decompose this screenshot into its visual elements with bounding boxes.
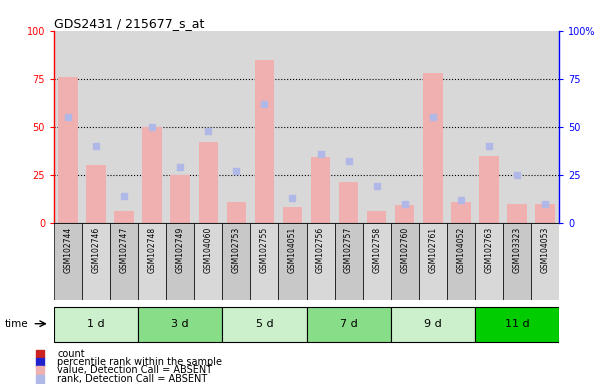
Text: GSM102757: GSM102757 [344, 227, 353, 273]
Bar [54, 307, 138, 342]
Bar [82, 223, 110, 300]
Bar [282, 207, 302, 223]
Text: 1 d: 1 d [87, 319, 105, 329]
Bar [194, 223, 222, 300]
Text: count: count [58, 349, 85, 359]
Bar [307, 223, 335, 300]
Bar [391, 223, 419, 300]
Bar [423, 73, 442, 223]
Text: 7 d: 7 d [340, 319, 358, 329]
Bar [391, 307, 475, 342]
Bar [335, 223, 362, 300]
Text: GSM102746: GSM102746 [92, 227, 100, 273]
Bar [451, 202, 471, 223]
Bar [507, 204, 526, 223]
Bar [171, 175, 190, 223]
Bar [110, 223, 138, 300]
Bar [227, 202, 246, 223]
Bar [362, 223, 391, 300]
Bar [142, 127, 162, 223]
Bar [54, 223, 82, 300]
Bar [198, 142, 218, 223]
Bar [114, 211, 134, 223]
Bar [531, 223, 559, 300]
Bar [222, 223, 251, 300]
Bar [479, 156, 499, 223]
Text: GSM102753: GSM102753 [232, 227, 241, 273]
Bar [222, 307, 307, 342]
Text: 11 d: 11 d [505, 319, 529, 329]
Bar [307, 307, 391, 342]
Text: value, Detection Call = ABSENT: value, Detection Call = ABSENT [58, 365, 213, 375]
Text: 5 d: 5 d [255, 319, 273, 329]
Bar [503, 223, 531, 300]
Text: GSM102756: GSM102756 [316, 227, 325, 273]
Bar [419, 223, 447, 300]
Bar [166, 223, 194, 300]
Bar [278, 223, 307, 300]
Text: 9 d: 9 d [424, 319, 442, 329]
Text: GSM102747: GSM102747 [120, 227, 129, 273]
Text: GSM102744: GSM102744 [64, 227, 73, 273]
Text: GSM102761: GSM102761 [429, 227, 437, 273]
Text: GSM102760: GSM102760 [400, 227, 409, 273]
Bar [138, 307, 222, 342]
Bar [447, 223, 475, 300]
Bar [87, 165, 106, 223]
Text: GSM102758: GSM102758 [372, 227, 381, 273]
Bar [339, 182, 358, 223]
Text: GSM102763: GSM102763 [484, 227, 493, 273]
Text: GSM104051: GSM104051 [288, 227, 297, 273]
Text: 3 d: 3 d [171, 319, 189, 329]
Bar [311, 157, 331, 223]
Bar [475, 307, 559, 342]
Bar [251, 223, 278, 300]
Text: GSM104060: GSM104060 [204, 227, 213, 273]
Text: GSM102748: GSM102748 [148, 227, 157, 273]
Text: GDS2431 / 215677_s_at: GDS2431 / 215677_s_at [54, 17, 204, 30]
Text: rank, Detection Call = ABSENT: rank, Detection Call = ABSENT [58, 374, 208, 384]
Bar [367, 211, 386, 223]
Text: GSM103323: GSM103323 [513, 227, 521, 273]
Text: GSM102749: GSM102749 [176, 227, 185, 273]
Bar [58, 77, 78, 223]
Text: GSM104052: GSM104052 [456, 227, 465, 273]
Text: GSM102755: GSM102755 [260, 227, 269, 273]
Bar [535, 204, 555, 223]
Bar [475, 223, 503, 300]
Text: GSM104053: GSM104053 [540, 227, 549, 273]
Text: percentile rank within the sample: percentile rank within the sample [58, 357, 222, 367]
Bar [395, 205, 415, 223]
Bar [138, 223, 166, 300]
Bar [255, 60, 274, 223]
Text: time: time [4, 319, 28, 329]
